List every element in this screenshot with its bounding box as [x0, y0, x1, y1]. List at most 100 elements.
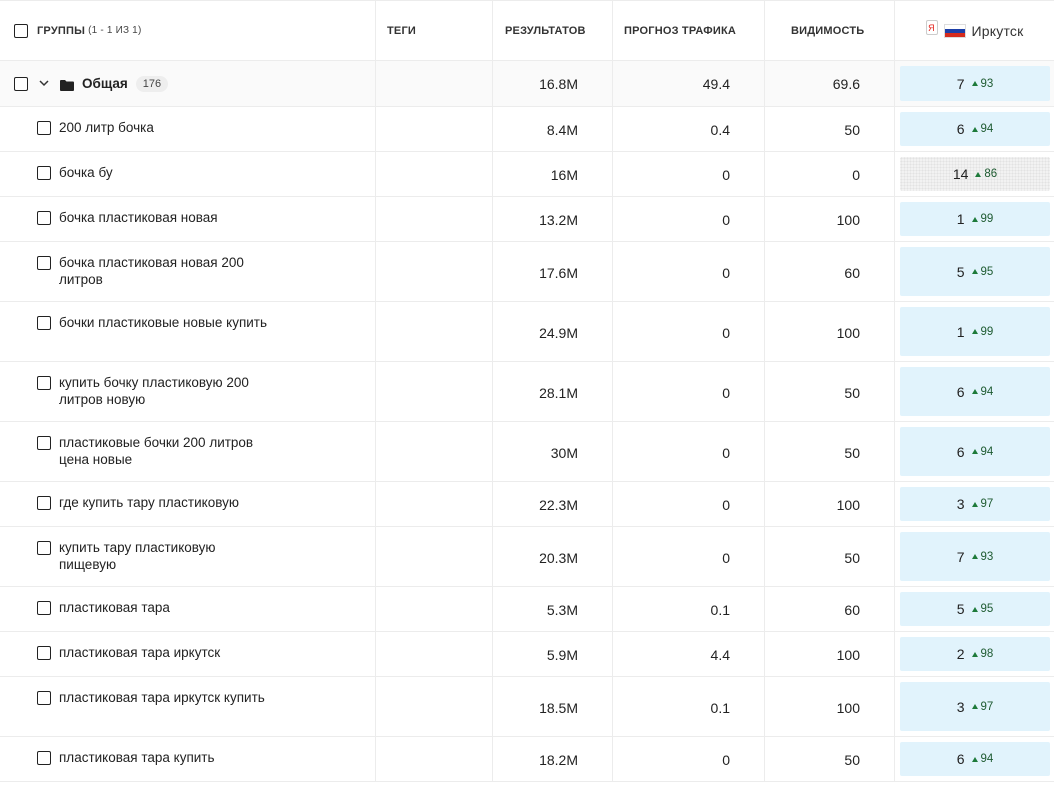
row-traffic: 0.1	[710, 699, 730, 716]
table-row[interactable]: бочки пластиковые новые купить 24.9M 0 1…	[0, 302, 1054, 362]
row-position[interactable]: 5 95	[900, 247, 1050, 296]
table-row[interactable]: пластиковая тара иркутск купить 18.5M 0.…	[0, 677, 1054, 737]
table-row[interactable]: 200 литр бочка 8.4M 0.4 50 6 94	[0, 107, 1054, 152]
row-position[interactable]: 3 97	[900, 682, 1050, 731]
keyword-text: 200 литр бочка	[59, 120, 154, 135]
triangle-up-icon	[971, 269, 978, 274]
row-results: 5.3M	[546, 602, 578, 618]
row-position[interactable]: 14 86	[900, 157, 1050, 191]
table-row[interactable]: бочка пластиковая новая 200 литров 17.6M…	[0, 242, 1054, 302]
header-traffic[interactable]: ПРОГНОЗ ТРАФИКА	[613, 1, 765, 60]
table-row[interactable]: пластиковая тара купить 18.2M 0 50 6 94	[0, 737, 1054, 782]
table-header: ГРУППЫ (1 - 1 ИЗ 1) ТЕГИ РЕЗУЛЬТАТОВ ПРО…	[0, 0, 1054, 61]
row-tags	[376, 197, 493, 241]
row-results: 18.5M	[539, 699, 578, 716]
row-checkbox[interactable]	[37, 691, 51, 705]
row-tags	[376, 302, 493, 361]
group-name[interactable]: Общая	[82, 76, 128, 91]
position-score: 94	[980, 123, 994, 135]
row-traffic: 0	[722, 384, 730, 401]
row-checkbox[interactable]	[37, 751, 51, 765]
row-position[interactable]: 1 99	[900, 202, 1050, 236]
row-results: 18.2M	[539, 752, 578, 768]
position-rank: 6	[956, 383, 965, 400]
row-results: 13.2M	[539, 212, 578, 228]
position-score: 95	[980, 603, 994, 615]
groups-count: (1 - 1 ИЗ 1)	[88, 25, 142, 36]
group-checkbox[interactable]	[14, 76, 28, 91]
row-checkbox[interactable]	[37, 376, 51, 390]
triangle-up-icon	[971, 606, 978, 612]
row-position[interactable]: 6 94	[900, 367, 1050, 416]
row-checkbox[interactable]	[37, 541, 51, 555]
row-position[interactable]: 2 98	[900, 637, 1050, 671]
row-tags	[376, 152, 493, 196]
row-tags	[376, 362, 493, 421]
header-results[interactable]: РЕЗУЛЬТАТОВ	[493, 1, 613, 60]
row-tags	[376, 632, 493, 676]
row-checkbox[interactable]	[37, 496, 51, 510]
row-position[interactable]: 6 94	[900, 112, 1050, 146]
table-row[interactable]: купить тару пластиковую пищевую 20.3M 0 …	[0, 527, 1054, 587]
triangle-up-icon	[971, 501, 978, 507]
row-results: 28.1M	[539, 384, 578, 401]
row-position[interactable]: 5 95	[900, 592, 1050, 626]
row-position[interactable]: 1 99	[900, 307, 1050, 356]
row-checkbox[interactable]	[37, 436, 51, 450]
position-score: 93	[980, 77, 994, 90]
group-row[interactable]: Общая 176 16.8M 49.4 69.6 7 93	[0, 61, 1054, 107]
group-traffic: 49.4	[702, 75, 730, 92]
row-checkbox[interactable]	[37, 121, 51, 135]
row-visibility: 60	[844, 264, 860, 281]
row-traffic: 0	[722, 212, 730, 228]
header-tags[interactable]: ТЕГИ	[376, 1, 493, 60]
table-row[interactable]: купить бочку пластиковую 200 литров нову…	[0, 362, 1054, 422]
header-groups: ГРУППЫ (1 - 1 ИЗ 1)	[0, 1, 376, 60]
table-row[interactable]: пластиковые бочки 200 литров цена новые …	[0, 422, 1054, 482]
row-checkbox[interactable]	[37, 316, 51, 330]
position-score: 94	[980, 445, 994, 458]
row-position[interactable]: 7 93	[900, 532, 1050, 581]
table-row[interactable]: пластиковая тара 5.3M 0.1 60 5 95	[0, 587, 1054, 632]
triangle-up-icon	[971, 449, 978, 454]
header-visibility[interactable]: ВИДИМОСТЬ	[765, 1, 895, 60]
row-checkbox[interactable]	[37, 646, 51, 660]
groups-header-label[interactable]: ГРУППЫ	[37, 24, 86, 37]
row-traffic: 0.1	[710, 602, 730, 618]
keyword-text: бочка пластиковая новая 200 литров	[59, 255, 244, 287]
row-position[interactable]: 6 94	[900, 742, 1050, 776]
group-position[interactable]: 7 93	[900, 66, 1050, 101]
row-results: 24.9M	[539, 324, 578, 341]
triangle-up-icon	[971, 81, 978, 86]
triangle-up-icon	[971, 216, 978, 222]
group-count-badge: 176	[135, 75, 169, 92]
position-rank: 1	[956, 323, 965, 340]
row-checkbox[interactable]	[37, 166, 51, 180]
position-rank: 7	[956, 548, 965, 565]
row-checkbox[interactable]	[37, 601, 51, 615]
row-position[interactable]: 6 94	[900, 427, 1050, 476]
select-all-checkbox[interactable]	[14, 23, 28, 38]
chevron-down-icon[interactable]	[38, 78, 50, 90]
table-row[interactable]: бочка пластиковая новая 13.2M 0 100 1 99	[0, 197, 1054, 242]
triangle-up-icon	[971, 704, 978, 709]
position-score: 93	[980, 550, 994, 563]
table-row[interactable]: где купить тару пластиковую 22.3M 0 100 …	[0, 482, 1054, 527]
row-tags	[376, 587, 493, 631]
table-row[interactable]: пластиковая тара иркутск 5.9M 4.4 100 2 …	[0, 632, 1054, 677]
row-visibility: 100	[836, 497, 860, 513]
triangle-up-icon	[971, 756, 978, 762]
table-row[interactable]: бочка бу 16M 0 0 14 86	[0, 152, 1054, 197]
row-visibility: 50	[844, 444, 860, 461]
keyword-text: купить бочку пластиковую 200 литров нову…	[59, 375, 249, 407]
row-checkbox[interactable]	[37, 211, 51, 225]
row-checkbox[interactable]	[37, 256, 51, 270]
group-results: 16.8M	[539, 75, 578, 92]
row-tags	[376, 107, 493, 151]
header-region[interactable]: Я Иркутск	[895, 1, 1054, 60]
keyword-text: где купить тару пластиковую	[59, 495, 239, 510]
position-rank: 14	[952, 166, 969, 182]
row-traffic: 0	[722, 752, 730, 768]
row-position[interactable]: 3 97	[900, 487, 1050, 521]
